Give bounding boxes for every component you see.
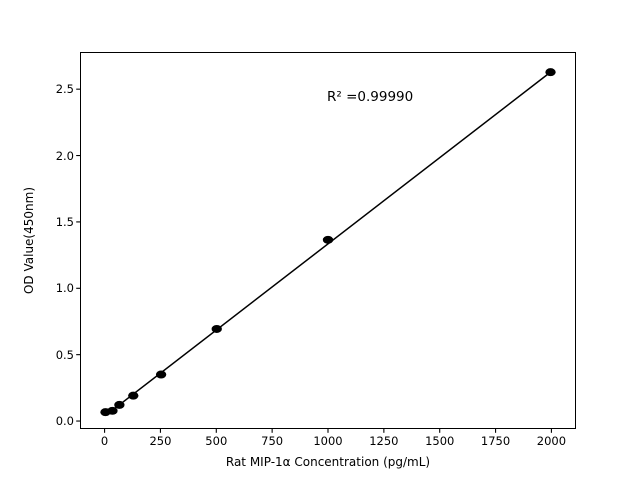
data-point [155,370,167,379]
r-squared-annotation: R² =0.99990 [327,89,414,105]
x-tick-label: 500 [205,434,228,448]
plot-canvas [100,68,556,428]
x-tick-label: 0 [100,434,109,448]
x-tick-label: 2000 [536,434,567,448]
data-point [322,235,334,244]
data-point [128,391,139,400]
data-point [114,400,125,409]
x-tick-label: 250 [149,434,172,448]
plot-area [80,52,576,429]
y-tick-label: 0.5 [55,347,74,362]
fit-line [105,72,550,415]
y-axis-label: OD Value(450nm) [22,187,36,295]
x-axis-label: Rat MIP-1α Concentration (pg/mL) [225,455,431,469]
x-tick-label: 1000 [313,434,343,448]
data-point [211,324,222,333]
x-tick-label: 1250 [369,434,399,448]
y-tick-label: 1.0 [55,281,74,296]
y-tick-label: 0.0 [55,414,74,429]
data-points [100,68,556,417]
y-tick-label: 2.5 [55,82,74,97]
y-tick-label: 1.5 [55,214,74,229]
x-tick-label: 1750 [480,434,511,448]
y-tick-label: 2.0 [55,148,74,163]
x-tick-label: 750 [261,434,284,448]
data-point [545,68,556,77]
x-tick-label: 1500 [425,434,455,448]
data-point [107,406,118,415]
